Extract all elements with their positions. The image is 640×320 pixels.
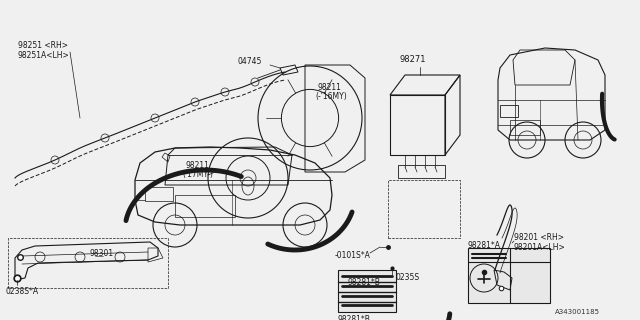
Bar — [145, 187, 173, 201]
Text: 98271: 98271 — [400, 55, 426, 65]
Text: 98211: 98211 — [185, 161, 209, 170]
Text: A343001185: A343001185 — [555, 309, 600, 315]
Text: 98301: 98301 — [90, 249, 114, 258]
Bar — [175, 195, 235, 217]
Text: 0235S: 0235S — [395, 274, 419, 283]
Text: 98281*A: 98281*A — [468, 241, 501, 250]
Text: 98211: 98211 — [318, 83, 342, 92]
Text: 98201A<LH>: 98201A<LH> — [514, 244, 566, 252]
Text: 0238S*A: 0238S*A — [5, 287, 38, 297]
Text: 98251A<LH>: 98251A<LH> — [18, 52, 70, 60]
Bar — [500, 105, 518, 117]
Bar — [468, 248, 550, 303]
Bar — [338, 270, 396, 312]
Text: ('17MY-): ('17MY-) — [182, 171, 213, 180]
Bar — [510, 120, 540, 135]
Text: 98281*B: 98281*B — [338, 316, 371, 320]
Text: 04745: 04745 — [237, 58, 261, 67]
Text: -0101S*A: -0101S*A — [335, 252, 371, 260]
Bar — [388, 180, 460, 238]
Text: (-'16MY): (-'16MY) — [315, 92, 347, 101]
Text: 98281*B: 98281*B — [348, 278, 381, 287]
Text: 98251 <RH>: 98251 <RH> — [18, 41, 68, 50]
Text: 98201 <RH>: 98201 <RH> — [514, 233, 564, 242]
